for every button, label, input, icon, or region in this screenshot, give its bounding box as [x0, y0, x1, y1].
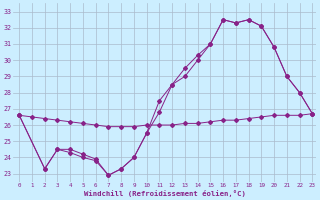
X-axis label: Windchill (Refroidissement éolien,°C): Windchill (Refroidissement éolien,°C): [84, 190, 245, 197]
